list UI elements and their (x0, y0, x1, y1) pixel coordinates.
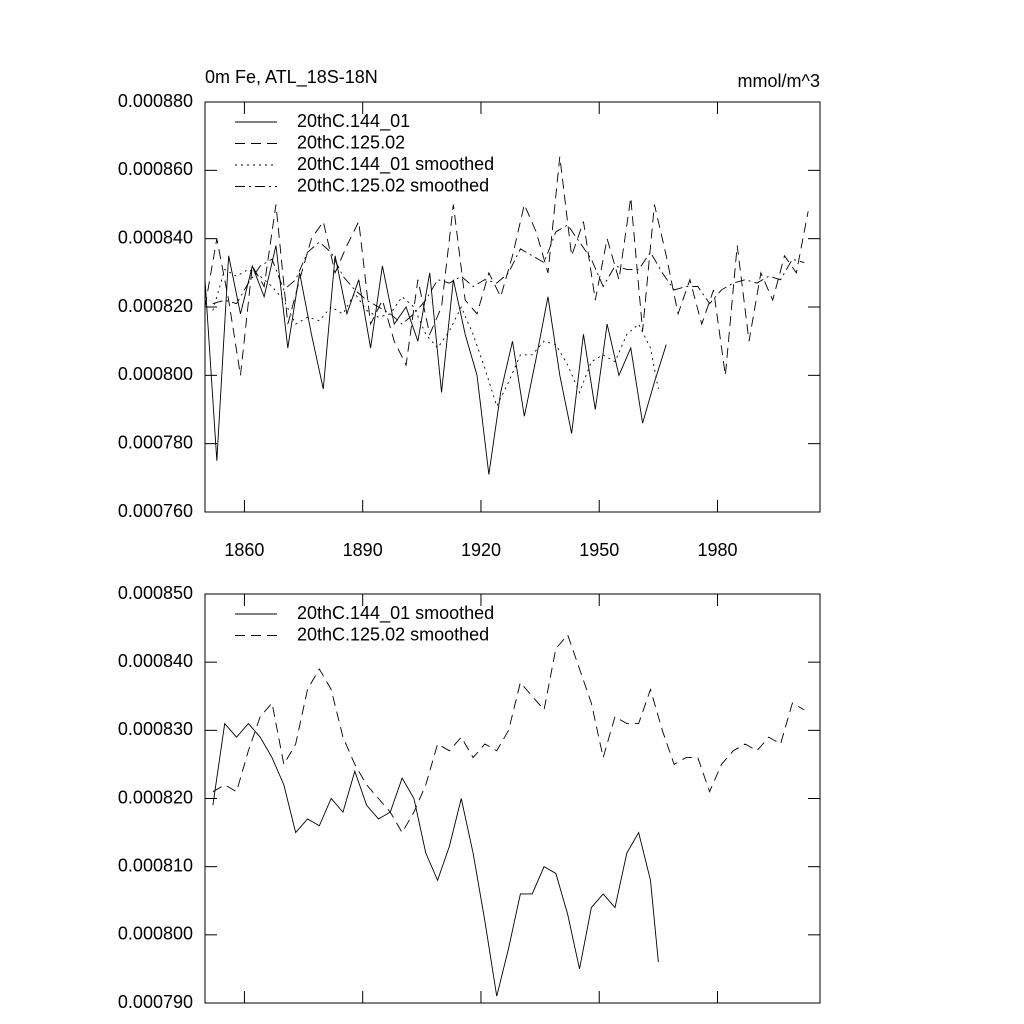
y-tick-label: 0.000850 (118, 583, 193, 603)
x-tick-label: 1920 (461, 540, 501, 560)
y-tick-label: 0.000810 (118, 855, 193, 875)
series-line (204, 245, 667, 475)
series-line (212, 722, 659, 997)
y-tick-label: 0.000830 (118, 719, 193, 739)
legend-label: 20thC.144_01 smoothed (297, 154, 494, 175)
y-tick-label: 0.000880 (118, 91, 193, 111)
plot-frame (204, 593, 821, 1004)
x-tick-label: 1950 (579, 540, 619, 560)
y-tick-label: 0.000800 (118, 364, 193, 384)
x-tick-label: 1890 (343, 540, 383, 560)
series-line (212, 268, 659, 408)
y-tick-label: 0.000800 (118, 924, 193, 944)
y-tick-label: 0.000860 (118, 159, 193, 179)
legend-label: 20thC.144_01 smoothed (297, 603, 494, 624)
y-tick-label: 0.000760 (118, 501, 193, 521)
y-tick-label: 0.000780 (118, 432, 193, 452)
legend-label: 20thC.144_01 (297, 111, 410, 132)
series-line (204, 156, 809, 376)
y-tick-label: 0.000840 (118, 227, 193, 247)
legend-label: 20thC.125.02 (297, 132, 405, 152)
units-label: mmol/m^3 (738, 71, 820, 91)
chart-title: 0m Fe, ATL_18S-18N (205, 67, 378, 88)
series-line (212, 634, 805, 834)
y-tick-label: 0.000820 (118, 296, 193, 316)
x-tick-label: 1860 (224, 540, 264, 560)
legend-label: 20thC.125.02 smoothed (297, 624, 489, 644)
y-tick-label: 0.000840 (118, 651, 193, 671)
series-line (212, 224, 805, 325)
y-tick-label: 0.000820 (118, 787, 193, 807)
y-tick-label: 0.000790 (118, 992, 193, 1012)
legend-label: 20thC.125.02 smoothed (297, 175, 489, 195)
x-tick-label: 1980 (697, 540, 737, 560)
